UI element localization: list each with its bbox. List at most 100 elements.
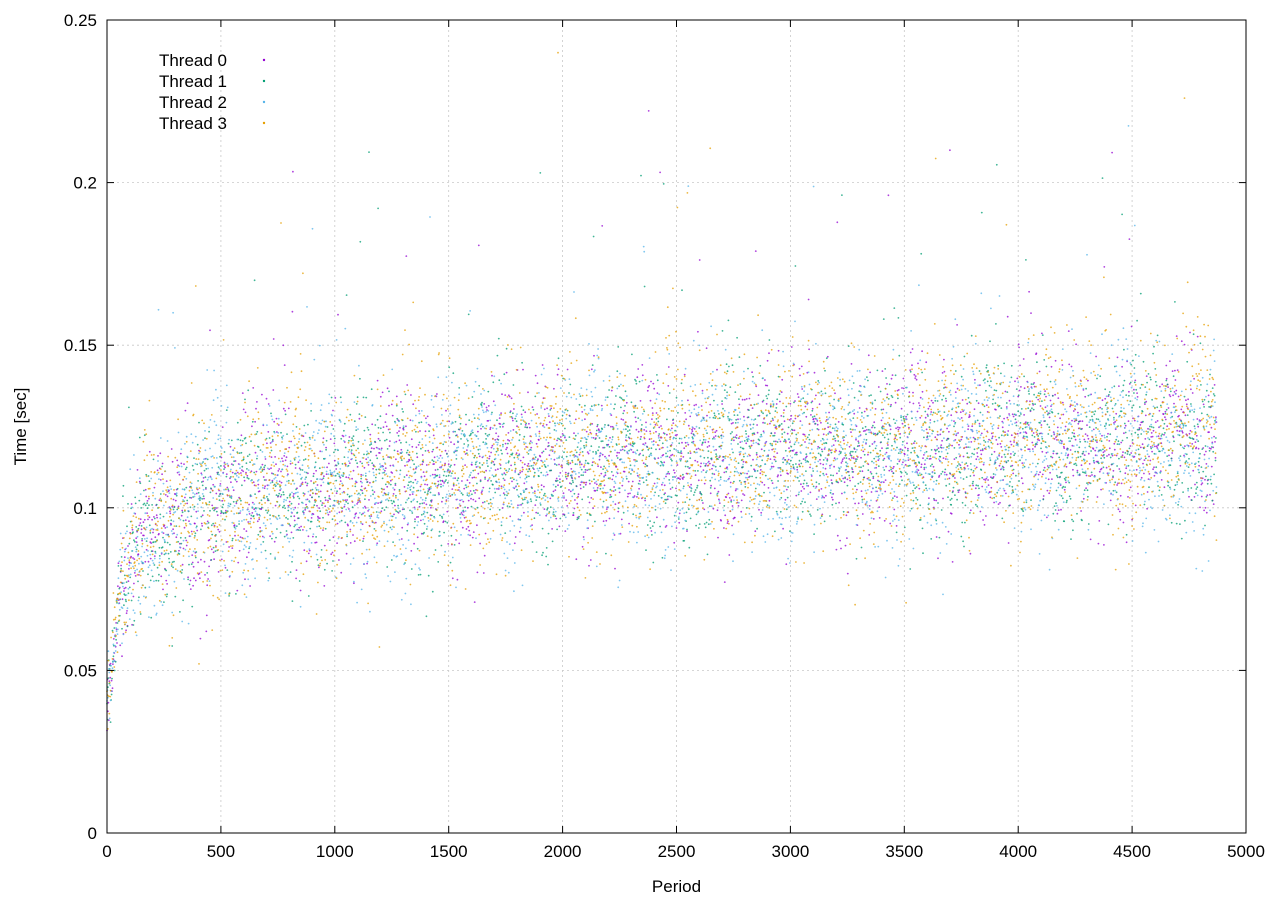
data-point bbox=[319, 467, 321, 469]
data-point bbox=[569, 384, 571, 386]
data-point bbox=[372, 493, 374, 495]
data-point bbox=[949, 499, 951, 501]
data-point bbox=[1078, 421, 1080, 423]
data-point bbox=[225, 567, 227, 569]
data-point bbox=[927, 415, 929, 417]
data-point bbox=[734, 414, 736, 416]
data-point bbox=[990, 497, 992, 499]
data-point bbox=[396, 432, 398, 434]
data-point bbox=[519, 472, 521, 474]
data-point bbox=[475, 500, 477, 502]
data-point bbox=[132, 531, 134, 533]
data-point bbox=[108, 668, 110, 670]
data-point bbox=[240, 472, 242, 474]
data-point bbox=[492, 381, 494, 383]
data-point bbox=[690, 484, 692, 486]
data-point bbox=[670, 488, 672, 490]
data-point bbox=[936, 480, 938, 482]
data-point bbox=[801, 366, 803, 368]
data-point bbox=[805, 470, 807, 472]
data-point bbox=[378, 438, 380, 440]
series-0-points bbox=[106, 110, 1217, 731]
data-point bbox=[800, 463, 802, 465]
data-point bbox=[655, 509, 657, 511]
data-point bbox=[162, 537, 164, 539]
data-point bbox=[1084, 396, 1086, 398]
data-point bbox=[479, 456, 481, 458]
data-point bbox=[470, 490, 472, 492]
data-point bbox=[148, 498, 150, 500]
data-point bbox=[847, 573, 849, 575]
data-point bbox=[216, 507, 218, 509]
data-point bbox=[1196, 435, 1198, 437]
data-point bbox=[894, 495, 896, 497]
data-point bbox=[1093, 438, 1095, 440]
data-point bbox=[1155, 381, 1157, 383]
data-point bbox=[850, 428, 852, 430]
data-point bbox=[851, 363, 853, 365]
data-point bbox=[1021, 462, 1023, 464]
data-point bbox=[643, 482, 645, 484]
data-point bbox=[338, 559, 340, 561]
data-point bbox=[604, 485, 606, 487]
data-point bbox=[869, 505, 871, 507]
data-point bbox=[908, 433, 910, 435]
data-point bbox=[138, 525, 140, 527]
data-point bbox=[1168, 455, 1170, 457]
data-point bbox=[132, 566, 134, 568]
data-point bbox=[169, 562, 171, 564]
data-point bbox=[673, 542, 675, 544]
data-point bbox=[371, 462, 373, 464]
data-point bbox=[134, 541, 136, 543]
data-point bbox=[336, 492, 338, 494]
data-point bbox=[635, 417, 637, 419]
data-point bbox=[998, 503, 1000, 505]
data-point bbox=[1041, 442, 1043, 444]
data-point bbox=[693, 433, 695, 435]
data-point bbox=[1207, 483, 1209, 485]
data-point bbox=[204, 470, 206, 472]
data-point bbox=[896, 525, 898, 527]
data-point bbox=[326, 563, 328, 565]
data-point bbox=[937, 400, 939, 402]
data-point bbox=[201, 523, 203, 525]
data-point bbox=[918, 462, 920, 464]
data-point bbox=[133, 539, 135, 541]
data-point bbox=[779, 393, 781, 395]
data-point bbox=[871, 491, 873, 493]
data-point bbox=[788, 459, 790, 461]
data-point bbox=[816, 481, 818, 483]
data-point bbox=[255, 408, 257, 410]
data-point bbox=[930, 411, 932, 413]
data-point bbox=[509, 412, 511, 414]
data-point bbox=[331, 570, 333, 572]
data-point bbox=[1174, 370, 1176, 372]
data-point bbox=[1137, 434, 1139, 436]
data-point bbox=[758, 444, 760, 446]
data-point bbox=[129, 587, 131, 589]
data-point bbox=[634, 442, 636, 444]
data-point bbox=[1033, 409, 1035, 411]
data-point bbox=[1093, 448, 1095, 450]
data-point bbox=[349, 529, 351, 531]
data-point bbox=[1164, 486, 1166, 488]
data-point bbox=[126, 612, 128, 614]
data-point bbox=[1181, 482, 1183, 484]
data-point bbox=[915, 497, 917, 499]
data-point bbox=[1125, 394, 1127, 396]
data-point bbox=[876, 473, 878, 475]
data-point bbox=[541, 452, 543, 454]
data-point bbox=[291, 503, 293, 505]
data-point bbox=[1206, 390, 1208, 392]
data-point bbox=[409, 454, 411, 456]
data-point bbox=[675, 438, 677, 440]
data-point bbox=[437, 481, 439, 483]
data-point bbox=[582, 474, 584, 476]
data-point bbox=[788, 447, 790, 449]
data-point bbox=[466, 449, 468, 451]
data-point bbox=[1128, 465, 1130, 467]
data-point bbox=[922, 457, 924, 459]
data-point bbox=[505, 470, 507, 472]
data-point bbox=[717, 509, 719, 511]
data-point bbox=[967, 465, 969, 467]
